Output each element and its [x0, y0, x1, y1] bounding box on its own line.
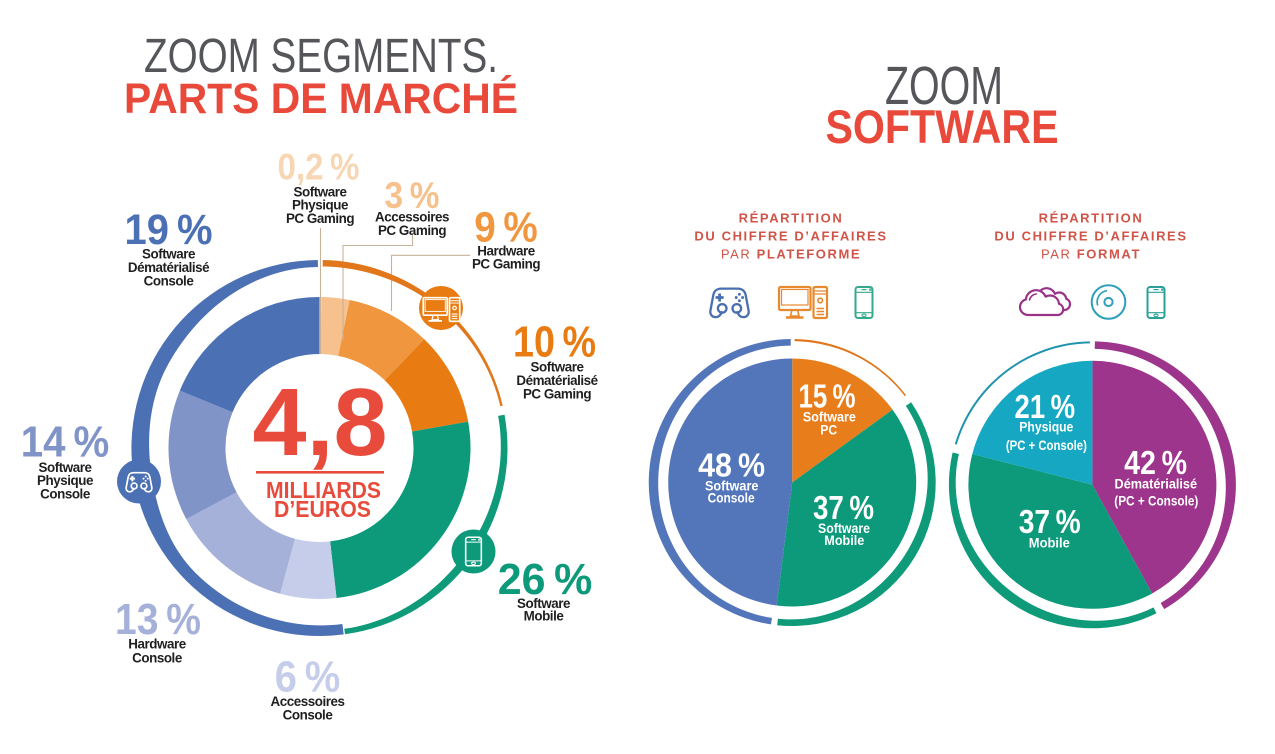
svg-text:ZOOM SEGMENTS.: ZOOM SEGMENTS. — [144, 30, 498, 83]
svg-text:4,8: 4,8 — [253, 369, 388, 476]
svg-text:37 %: 37 % — [1019, 504, 1081, 541]
svg-text:PC: PC — [820, 423, 837, 438]
svg-text:Software: Software — [142, 247, 195, 262]
svg-text:Accessoires: Accessoires — [271, 694, 345, 709]
svg-text:MILLIARDS: MILLIARDS — [266, 477, 381, 503]
svg-text:48 %: 48 % — [698, 448, 765, 485]
svg-text:D’EUROS: D’EUROS — [274, 496, 371, 522]
svg-text:PARTS DE MARCHÉ: PARTS DE MARCHÉ — [124, 75, 518, 123]
svg-text:ZOOM: ZOOM — [885, 56, 1003, 116]
svg-text:DU CHIFFRE D’AFFAIRES: DU CHIFFRE D’AFFAIRES — [694, 229, 887, 244]
svg-text:Software: Software — [39, 460, 92, 475]
svg-text:Software: Software — [818, 521, 870, 536]
svg-text:Dématérialisé: Dématérialisé — [516, 373, 597, 388]
svg-text:SOFTWARE: SOFTWARE — [826, 100, 1059, 153]
svg-text:21 %: 21 % — [1015, 389, 1076, 426]
svg-text:PC Gaming: PC Gaming — [472, 257, 540, 272]
svg-text:PC Gaming: PC Gaming — [523, 386, 591, 401]
svg-text:13 %: 13 % — [115, 595, 201, 644]
svg-text:Mobile: Mobile — [524, 609, 564, 624]
svg-text:Physique: Physique — [292, 198, 348, 213]
svg-text:Dématérialisé: Dématérialisé — [1115, 476, 1198, 491]
svg-text:(PC + Console): (PC + Console) — [1006, 438, 1087, 453]
svg-text:14 %: 14 % — [21, 418, 110, 467]
svg-text:Hardware: Hardware — [128, 637, 185, 652]
svg-text:Software: Software — [294, 184, 347, 199]
svg-text:Accessoires: Accessoires — [375, 210, 449, 225]
svg-text:RÉPARTITION: RÉPARTITION — [1039, 211, 1144, 226]
svg-text:Software: Software — [517, 596, 570, 611]
svg-text:6 %: 6 % — [275, 653, 341, 702]
svg-text:Console: Console — [144, 274, 194, 289]
svg-text:Physique: Physique — [1019, 420, 1073, 435]
svg-text:Console: Console — [40, 487, 90, 502]
svg-text:9 %: 9 % — [474, 203, 538, 251]
svg-text:Software: Software — [803, 409, 856, 424]
svg-text:PAR PLATEFORME: PAR PLATEFORME — [721, 247, 861, 262]
svg-text:Hardware: Hardware — [477, 243, 534, 258]
svg-text:3 %: 3 % — [385, 174, 440, 216]
svg-text:PC Gaming: PC Gaming — [286, 211, 354, 226]
svg-text:Console: Console — [132, 650, 182, 665]
svg-text:15 %: 15 % — [799, 378, 856, 415]
svg-text:PAR FORMAT: PAR FORMAT — [1041, 247, 1141, 262]
svg-text:26 %: 26 % — [498, 555, 593, 604]
svg-text:37 %: 37 % — [813, 490, 874, 527]
svg-text:Software: Software — [705, 479, 759, 494]
svg-text:(PC + Console): (PC + Console) — [1114, 494, 1198, 509]
svg-text:Mobile: Mobile — [824, 533, 864, 548]
svg-text:Console: Console — [283, 708, 333, 723]
svg-text:PC Gaming: PC Gaming — [378, 223, 446, 238]
svg-text:10 %: 10 % — [513, 318, 596, 367]
svg-text:Dématérialisé: Dématérialisé — [128, 260, 209, 275]
svg-text:0,2 %: 0,2 % — [278, 147, 360, 188]
svg-text:Console: Console — [708, 490, 755, 505]
svg-text:Mobile: Mobile — [1029, 535, 1070, 550]
svg-text:Physique: Physique — [37, 473, 93, 488]
svg-text:Software: Software — [531, 359, 584, 374]
svg-text:19 %: 19 % — [125, 206, 213, 254]
svg-text:RÉPARTITION: RÉPARTITION — [739, 211, 844, 226]
svg-text:DU CHIFFRE D’AFFAIRES: DU CHIFFRE D’AFFAIRES — [994, 229, 1187, 244]
svg-text:42 %: 42 % — [1124, 445, 1187, 482]
